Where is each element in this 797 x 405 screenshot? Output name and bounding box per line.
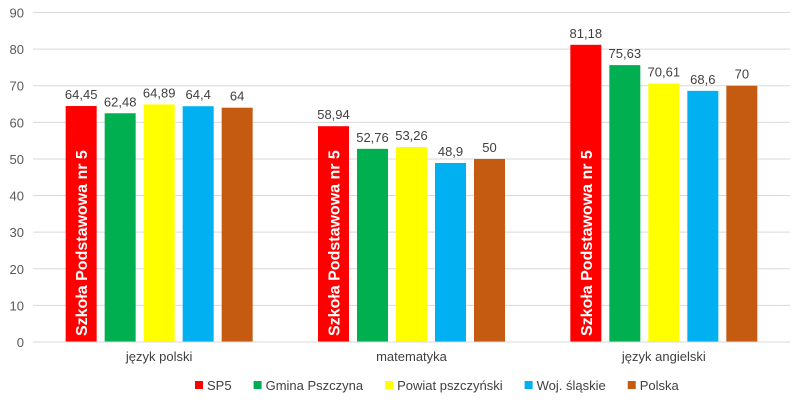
bar-powiat-pszczy-ski (648, 83, 680, 342)
y-tick-label: 30 (10, 225, 24, 240)
category-label: język angielski (621, 349, 706, 364)
legend-label: Woj. śląskie (537, 378, 606, 393)
bar-polska (221, 107, 253, 342)
bar-polska (474, 158, 505, 342)
y-tick-label: 10 (10, 298, 24, 313)
legend-swatch (627, 381, 636, 389)
data-label: 64,89 (143, 85, 176, 100)
legend-swatch (524, 381, 533, 389)
data-label: 81,18 (570, 26, 603, 41)
legend-label: Gmina Pszczyna (266, 378, 364, 393)
legend-label: Polska (640, 378, 680, 393)
category-label: język polski (125, 349, 193, 364)
bar-woj-l-skie (182, 106, 214, 342)
y-tick-label: 50 (10, 152, 24, 167)
y-tick-label: 0 (17, 335, 24, 350)
data-label: 62,48 (104, 94, 137, 109)
bar-gmina-pszczyna (357, 148, 388, 342)
data-label: 50 (482, 140, 496, 155)
data-label: 64,45 (65, 87, 98, 102)
y-tick-label: 40 (10, 189, 24, 204)
y-tick-label: 20 (10, 262, 24, 277)
legend-label: Powiat pszczyński (397, 378, 503, 393)
y-tick-label: 70 (10, 79, 24, 94)
y-tick-label: 60 (10, 115, 24, 130)
y-tick-label: 80 (10, 42, 24, 57)
bar-woj-l-skie (687, 90, 719, 342)
bar-gmina-pszczyna (609, 65, 641, 342)
data-label: 58,94 (317, 107, 350, 122)
bar-powiat-pszczy-ski (143, 104, 175, 342)
legend-label: SP5 (207, 378, 232, 393)
data-label: 48,9 (438, 144, 463, 159)
bar-gmina-pszczyna (104, 113, 136, 342)
bar-sp5 (65, 106, 97, 343)
bar-woj-l-skie (435, 162, 466, 342)
data-label: 64 (230, 89, 244, 104)
data-label: 70 (735, 67, 749, 82)
data-label: 52,76 (356, 130, 389, 145)
data-label: 70,61 (648, 64, 681, 79)
data-label: 64,4 (186, 87, 211, 102)
bar-sp5 (570, 44, 602, 342)
category-label: matematyka (376, 349, 448, 364)
bar-powiat-pszczy-ski (396, 147, 427, 342)
bar-annotation: Szkoła Podstawowa nr 5 (74, 150, 91, 336)
data-label: 75,63 (609, 46, 642, 61)
bar-annotation: Szkoła Podstawowa nr 5 (579, 150, 596, 336)
y-tick-label: 90 (10, 6, 24, 21)
bar-annotation: Szkoła Podstawowa nr 5 (327, 150, 344, 336)
legend-swatch (385, 381, 394, 389)
data-label: 68,6 (690, 72, 715, 87)
bar-polska (726, 85, 758, 342)
data-label: 53,26 (395, 128, 428, 143)
legend-swatch (195, 381, 203, 389)
bar-sp5 (318, 126, 349, 342)
legend-swatch (253, 381, 262, 389)
